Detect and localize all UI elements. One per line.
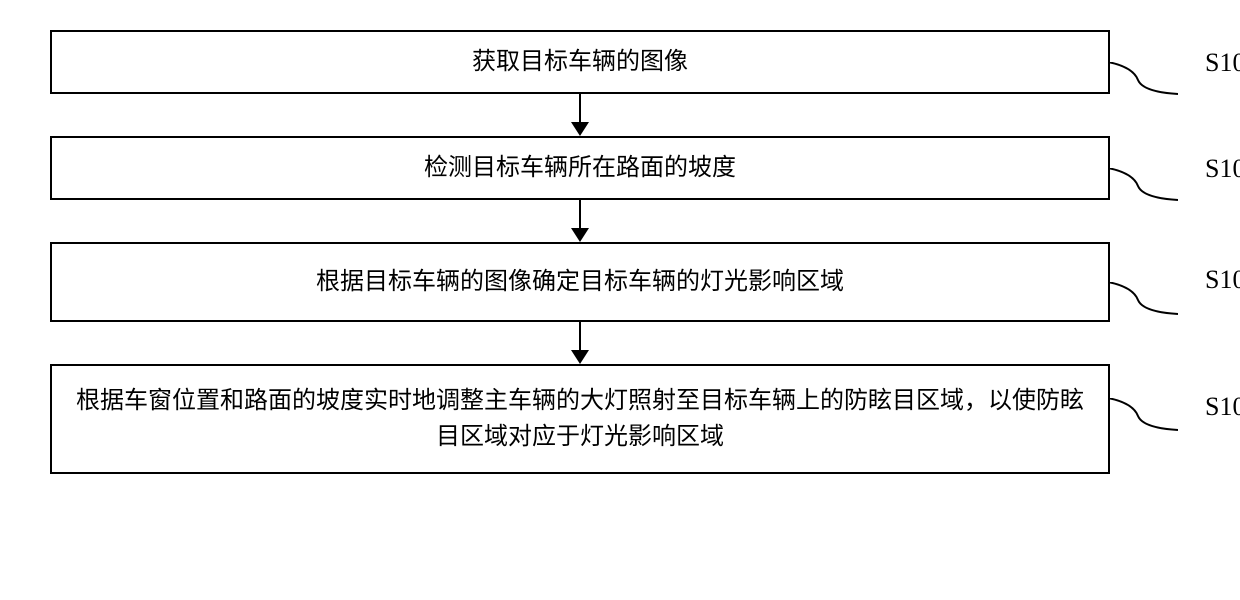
node-text: 检测目标车辆所在路面的坡度 xyxy=(424,150,736,186)
arrow-down-icon xyxy=(50,200,1110,242)
flowchart-node-s101: 获取目标车辆的图像 xyxy=(50,30,1110,94)
flowchart-node-s102: 检测目标车辆所在路面的坡度 xyxy=(50,136,1110,200)
connector-curve-icon xyxy=(1108,398,1178,433)
arrow-down-icon xyxy=(50,94,1110,136)
flowchart-node-s104: 根据车窗位置和路面的坡度实时地调整主车辆的大灯照射至目标车辆上的防眩目区域，以使… xyxy=(50,364,1110,474)
connector-curve-icon xyxy=(1108,168,1178,203)
step-label-s101: S101 xyxy=(1205,48,1240,78)
step-label-s102: S102 xyxy=(1205,154,1240,184)
connector-curve-icon xyxy=(1108,282,1178,317)
flowchart-container: 获取目标车辆的图像 S101 检测目标车辆所在路面的坡度 S102 根据目标车辆… xyxy=(50,30,1190,474)
node-text: 获取目标车辆的图像 xyxy=(472,44,688,80)
node-text: 根据目标车辆的图像确定目标车辆的灯光影响区域 xyxy=(316,264,844,300)
flowchart-node-s103: 根据目标车辆的图像确定目标车辆的灯光影响区域 xyxy=(50,242,1110,322)
step-label-s103: S103 xyxy=(1205,265,1240,295)
node-text: 根据车窗位置和路面的坡度实时地调整主车辆的大灯照射至目标车辆上的防眩目区域，以使… xyxy=(72,383,1088,455)
arrow-down-icon xyxy=(50,322,1110,364)
step-label-s104: S104 xyxy=(1205,392,1240,422)
connector-curve-icon xyxy=(1108,62,1178,97)
